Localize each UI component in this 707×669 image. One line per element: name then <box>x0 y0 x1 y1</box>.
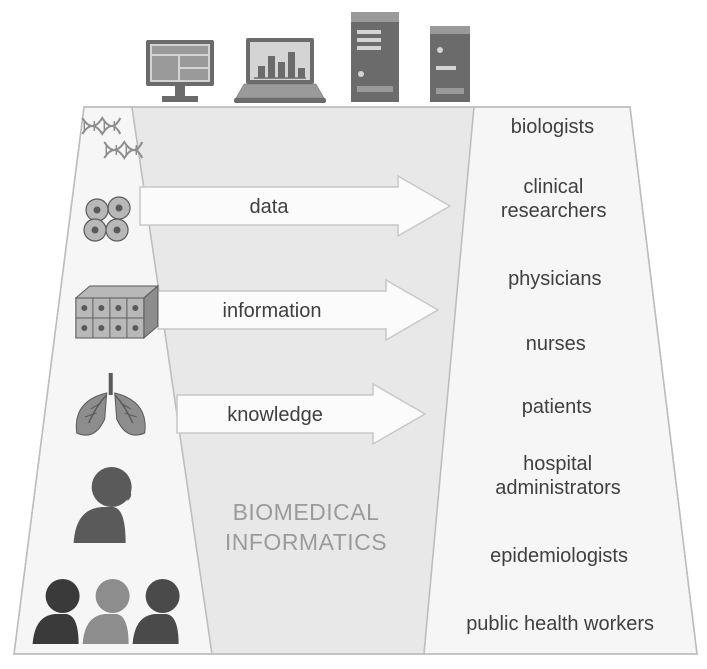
arrow-label-data: data <box>250 196 290 218</box>
server2-icon <box>430 26 470 102</box>
right-label: nurses <box>526 333 586 355</box>
center-title-line1: BIOMEDICAL <box>233 499 380 525</box>
right-label: clinical <box>523 176 583 198</box>
arrow-label-knowledge: knowledge <box>227 404 323 426</box>
center-title-line2: INFORMATICS <box>225 529 387 555</box>
right-label: epidemiologists <box>490 545 628 567</box>
right-label: researchers <box>501 200 607 222</box>
right-label: hospital <box>523 453 592 475</box>
right-label: administrators <box>495 477 621 499</box>
arrow-label-information: information <box>223 300 322 322</box>
right-label: public health workers <box>466 613 654 635</box>
tissue-icon <box>76 286 158 338</box>
laptop-icon <box>234 38 326 103</box>
right-label: patients <box>522 396 592 418</box>
right-label: physicians <box>508 268 601 290</box>
right-label: biologists <box>511 116 594 138</box>
server1-icon <box>351 12 399 102</box>
monitor-icon <box>146 40 214 102</box>
